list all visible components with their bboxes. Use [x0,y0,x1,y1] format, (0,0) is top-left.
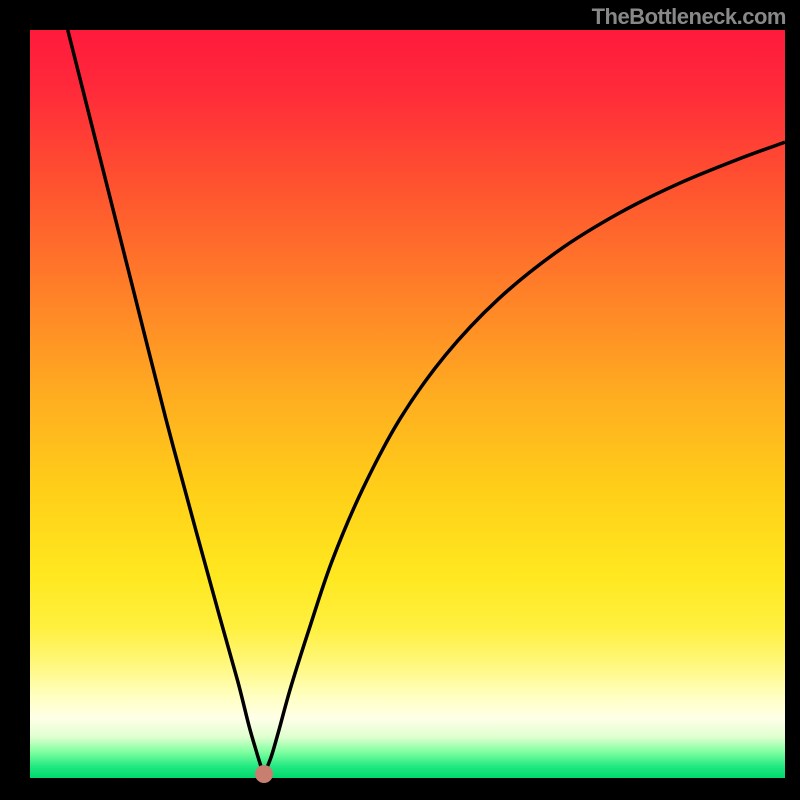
attribution-text: TheBottleneck.com [592,4,786,30]
chart-container: TheBottleneck.com [0,0,800,800]
gradient-background [30,30,785,778]
minimum-marker [255,765,273,783]
plot-area [30,30,785,778]
